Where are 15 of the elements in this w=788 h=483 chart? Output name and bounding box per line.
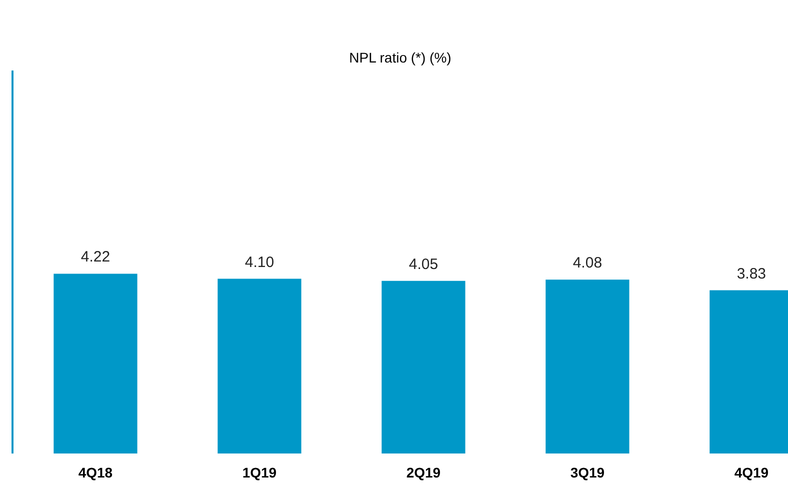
x-tick-label: 4Q19 bbox=[734, 464, 769, 480]
x-tick-label: 4Q18 bbox=[78, 464, 113, 480]
x-tick-label: 2Q19 bbox=[406, 464, 441, 480]
chart-title: NPL ratio (*) (%) bbox=[349, 50, 452, 66]
data-label: 3.83 bbox=[736, 265, 766, 282]
data-label: 4.05 bbox=[408, 256, 438, 273]
bar bbox=[546, 280, 630, 454]
data-label: 4.10 bbox=[244, 254, 274, 271]
x-tick-label: 1Q19 bbox=[242, 464, 277, 480]
x-tick-label: 3Q19 bbox=[570, 464, 605, 480]
bar bbox=[382, 280, 466, 454]
bar bbox=[218, 278, 302, 454]
bar bbox=[54, 274, 138, 454]
data-label: 4.22 bbox=[80, 248, 110, 266]
data-label: 4.08 bbox=[572, 254, 602, 272]
